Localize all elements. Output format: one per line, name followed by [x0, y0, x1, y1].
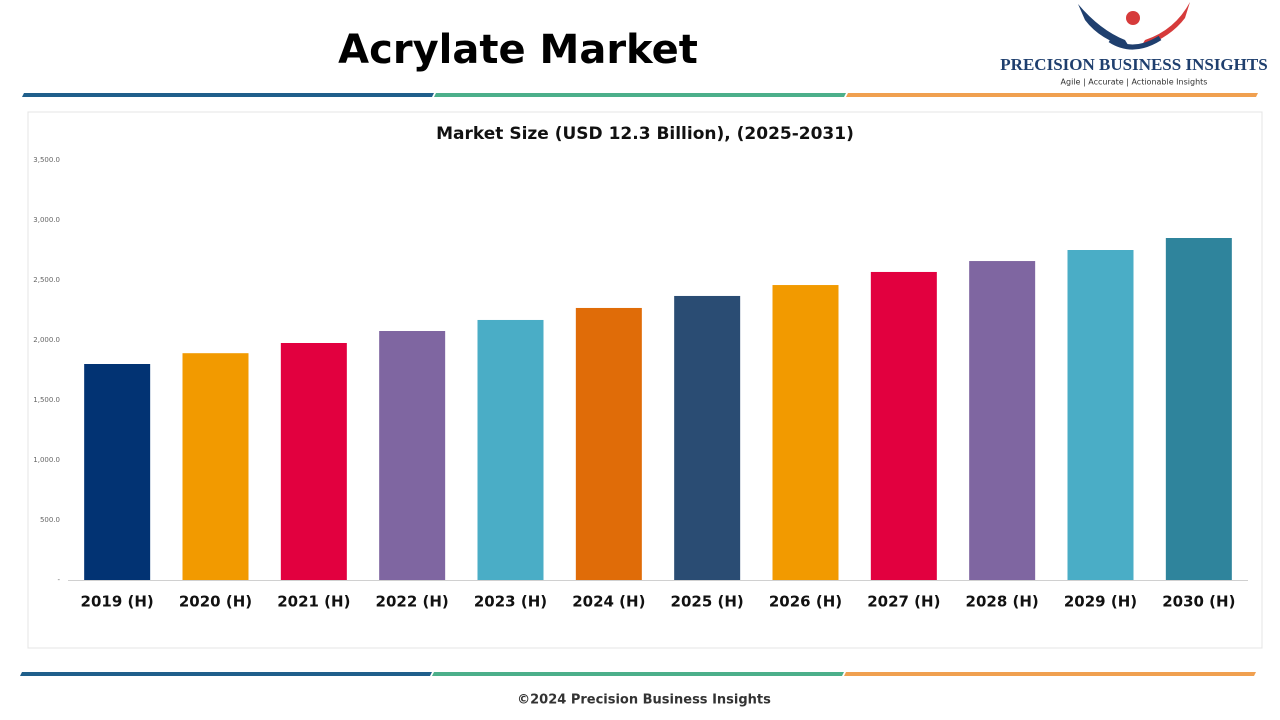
x-tick-label: 2029 (H)	[1064, 593, 1137, 611]
bar	[379, 331, 446, 580]
brand: PRECISION BUSINESS INSIGHTS	[1000, 55, 1267, 74]
x-tick-label: 2027 (H)	[867, 593, 940, 611]
y-tick-label: 1,500.0	[33, 396, 60, 404]
tagline: Agile | Accurate | Actionable Insights	[1061, 78, 1208, 87]
x-tick-label: 2025 (H)	[671, 593, 744, 611]
bar	[969, 261, 1036, 580]
x-tick-label: 2024 (H)	[572, 593, 645, 611]
bar	[575, 307, 642, 580]
x-tick-label: 2028 (H)	[966, 593, 1039, 611]
chart-title: Market Size (USD 12.3 Billion), (2025-20…	[436, 124, 854, 144]
bar	[1165, 238, 1232, 580]
y-tick-label: 2,500.0	[33, 276, 60, 284]
bar	[772, 285, 839, 580]
y-tick-label: 500.0	[40, 516, 60, 524]
y-tick-label: 3,000.0	[33, 216, 60, 224]
bar	[84, 364, 151, 580]
divider-bottom	[20, 672, 1256, 676]
footer: ©2024 Precision Business Insights	[517, 693, 771, 708]
y-tick-label: -	[57, 576, 60, 584]
slide-title: Acrylate Market	[338, 27, 698, 73]
bar	[674, 295, 741, 580]
y-tick-label: 2,000.0	[33, 336, 60, 344]
x-tick-label: 2026 (H)	[769, 593, 842, 611]
y-tick-label: 3,500.0	[33, 156, 60, 164]
bar	[477, 319, 544, 580]
x-tick-label: 2020 (H)	[179, 593, 252, 611]
x-tick-label: 2023 (H)	[474, 593, 547, 611]
x-tick-label: 2021 (H)	[277, 593, 350, 611]
y-tick-label: 1,000.0	[33, 456, 60, 464]
bar	[870, 271, 937, 580]
logo	[1078, 2, 1190, 50]
bar	[280, 343, 347, 580]
x-tick-label: 2030 (H)	[1162, 593, 1235, 611]
bar	[1067, 250, 1134, 580]
divider-top	[22, 93, 1258, 97]
x-tick-label: 2022 (H)	[376, 593, 449, 611]
x-tick-label: 2019 (H)	[81, 593, 154, 611]
bar	[182, 353, 249, 580]
